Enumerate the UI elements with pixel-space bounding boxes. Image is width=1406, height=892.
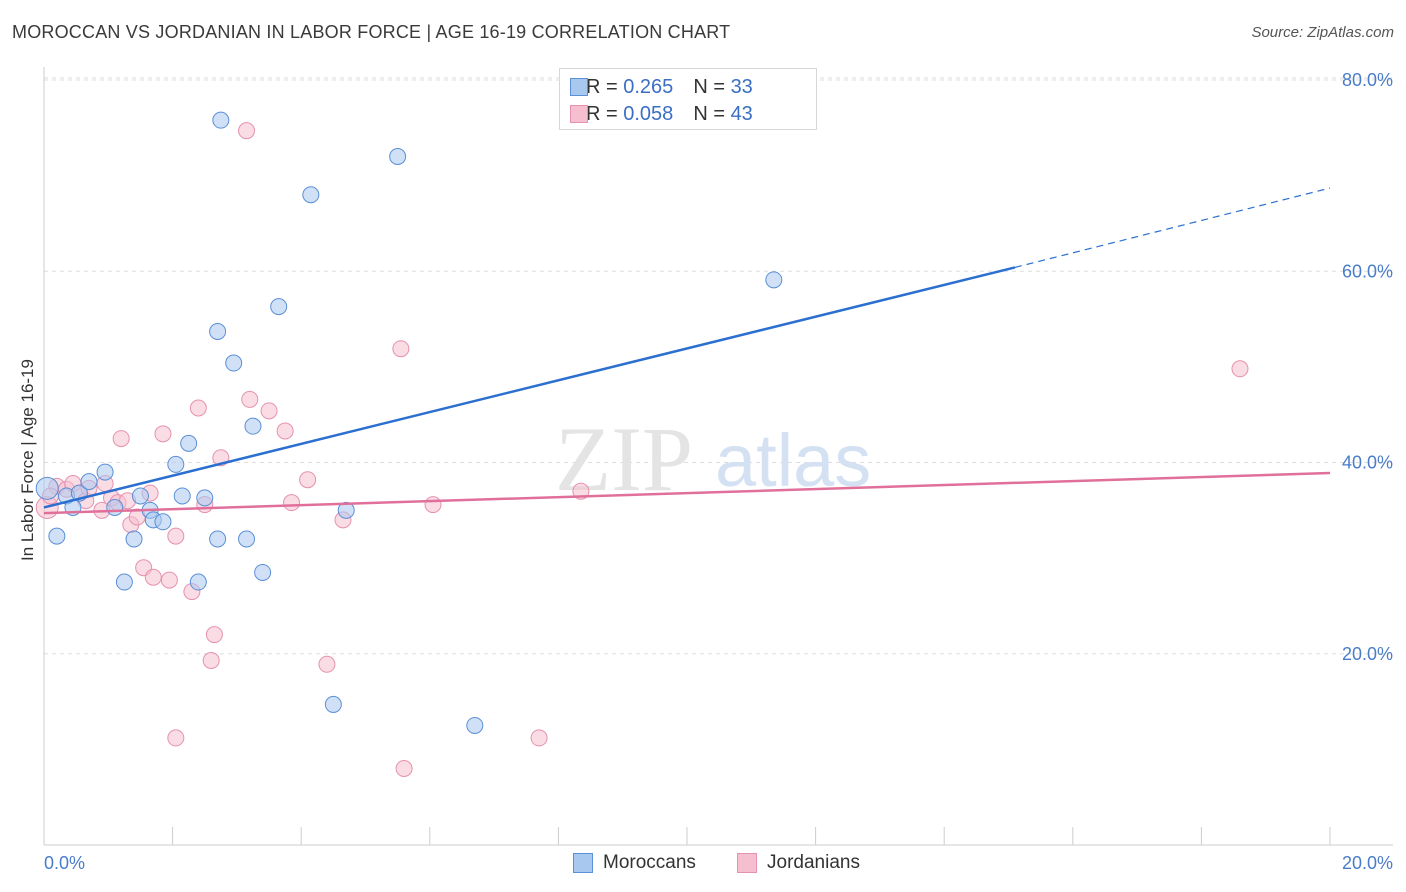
jordanian-point <box>395 760 413 777</box>
chart-title: MOROCCAN VS JORDANIAN IN LABOR FORCE | A… <box>12 22 731 42</box>
moroccan-point <box>106 498 124 516</box>
jordanian-point <box>154 425 172 443</box>
axes <box>43 67 1393 846</box>
moroccan-point <box>115 573 133 591</box>
y-tick-label: 40.0% <box>1342 453 1393 473</box>
moroccan-point <box>80 473 98 491</box>
legend-item-moroccans: Moroccans <box>573 852 696 874</box>
y-tick-label: 60.0% <box>1342 261 1393 281</box>
moroccan-legend-swatch <box>573 853 593 873</box>
n-label: N = <box>693 75 725 98</box>
r-value: 0.265 <box>623 75 674 98</box>
moroccan-trendline-extension <box>1014 187 1331 269</box>
moroccan-point <box>238 530 256 548</box>
jordanian-point <box>167 729 185 747</box>
jordanian-point <box>260 402 278 420</box>
jordanian-point <box>392 340 410 358</box>
jordanian-point <box>144 568 162 586</box>
x-tick-label-min: 0.0% <box>44 853 85 873</box>
jordanian-point <box>238 122 256 140</box>
trendlines <box>43 187 1331 515</box>
jordanian-point <box>202 651 220 669</box>
legend-row-jordanians: R = 0.058 N = 43 <box>570 102 753 126</box>
moroccan-trendline <box>43 266 1016 509</box>
moroccan-point <box>212 111 230 129</box>
jordanian-point <box>530 729 548 747</box>
moroccan-point <box>324 695 342 713</box>
legend-row-moroccans: R = 0.265 N = 33 <box>570 75 753 99</box>
jordanian-point <box>112 430 130 448</box>
stats-legend: R = 0.265 N = 33 R = 0.058 N = 43 <box>559 68 817 130</box>
y-tick-label: 20.0% <box>1342 644 1393 664</box>
jordanian-point <box>189 399 207 417</box>
x-tick-labels: 0.0% 20.0% <box>44 853 1393 873</box>
moroccan-point <box>209 530 227 548</box>
jordanian-trendline <box>43 471 1331 515</box>
moroccan-point <box>225 354 243 372</box>
series-legend: Moroccans Jordanians <box>0 852 1406 878</box>
x-tick-label-max: 20.0% <box>1342 853 1393 873</box>
y-tick-labels: 20.0% 40.0% 60.0% 80.0% <box>1342 70 1393 664</box>
moroccan-point <box>96 463 114 481</box>
jordanian-point <box>424 496 442 514</box>
moroccan-point <box>189 573 207 591</box>
jordanian-point <box>1231 360 1249 378</box>
moroccan-point <box>167 455 185 473</box>
jordanian-point <box>276 422 294 440</box>
source-credit: Source: ZipAtlas.com <box>1251 24 1394 41</box>
moroccan-point <box>337 501 355 519</box>
moroccan-point <box>35 476 59 500</box>
n-value: 43 <box>730 102 753 125</box>
moroccan-point <box>209 322 227 340</box>
r-label: R = <box>586 75 618 98</box>
jordanian-point <box>167 527 185 545</box>
n-value: 33 <box>730 75 753 98</box>
moroccan-point <box>196 489 214 507</box>
legend-label-jordanians: Jordanians <box>767 852 860 873</box>
n-label: N = <box>693 102 725 125</box>
legend-item-jordanians: Jordanians <box>737 852 860 874</box>
jordanian-point <box>318 655 336 673</box>
legend-label-moroccans: Moroccans <box>603 852 696 873</box>
moroccan-point <box>389 148 407 165</box>
moroccan-point <box>254 563 272 581</box>
jordanian-swatch <box>570 105 588 123</box>
moroccan-point <box>48 527 66 545</box>
moroccan-point <box>302 186 320 204</box>
jordanian-point <box>205 626 223 644</box>
jordanian-point <box>283 494 301 512</box>
moroccan-point <box>270 298 288 316</box>
moroccan-point <box>173 487 191 505</box>
moroccan-point <box>125 530 143 548</box>
r-label: R = <box>586 102 618 125</box>
jordanian-point <box>299 471 317 489</box>
jordanian-point <box>241 390 259 408</box>
x-tick-marks <box>172 827 1331 845</box>
moroccan-point <box>180 434 198 452</box>
moroccan-point <box>154 513 172 531</box>
moroccan-swatch <box>570 78 588 96</box>
moroccan-point <box>244 417 262 435</box>
gridlines <box>44 77 1393 655</box>
y-tick-label: 80.0% <box>1342 70 1393 90</box>
jordanian-legend-swatch <box>737 853 757 873</box>
moroccan-points <box>35 111 783 734</box>
r-value: 0.058 <box>623 102 674 125</box>
moroccan-point <box>765 271 783 289</box>
moroccan-point <box>131 487 149 505</box>
jordanian-point <box>160 571 178 589</box>
moroccan-point <box>466 716 484 734</box>
